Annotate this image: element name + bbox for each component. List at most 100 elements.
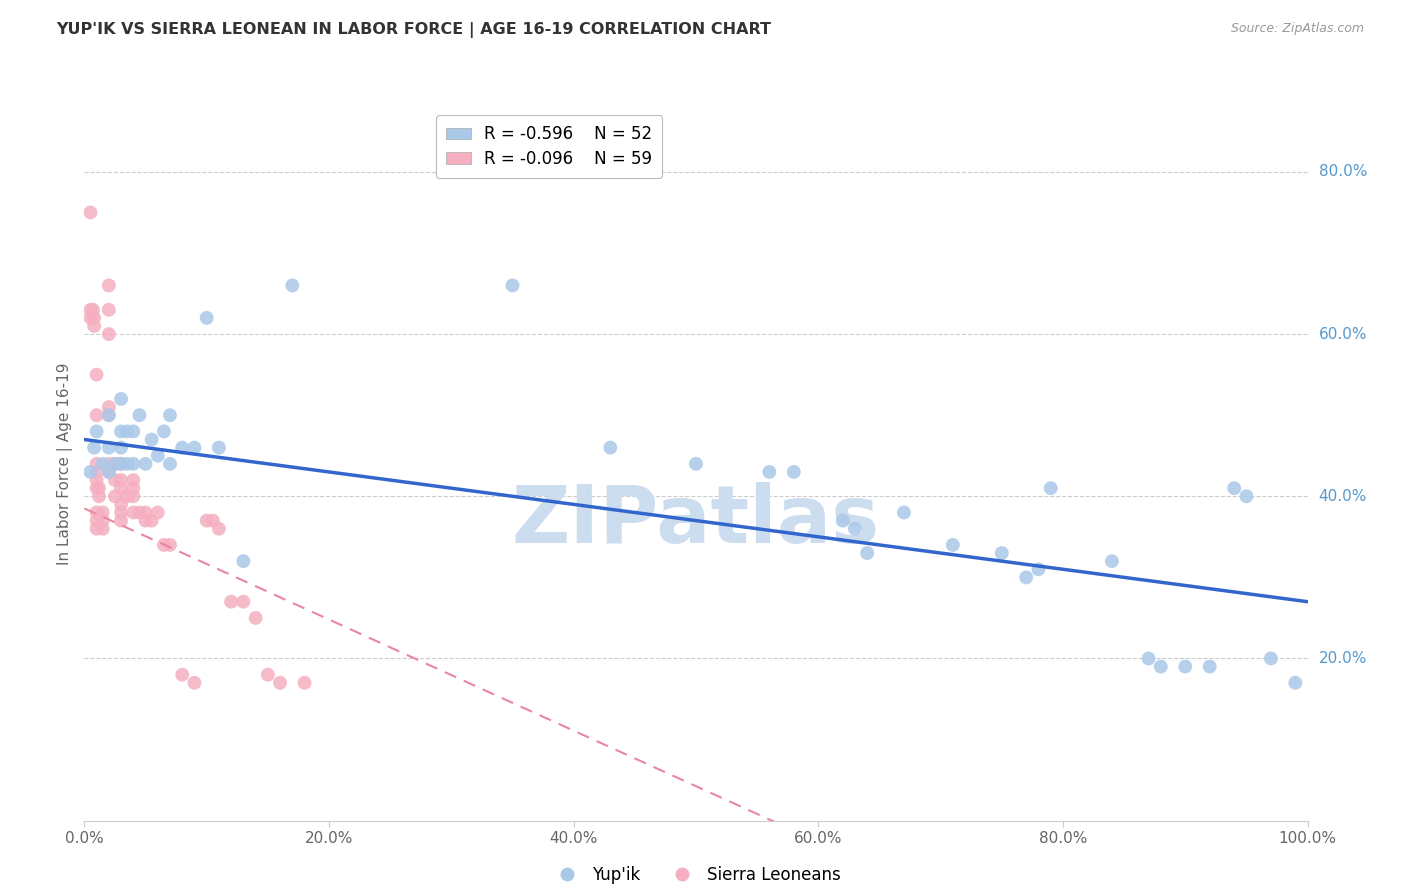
Point <box>110 441 132 455</box>
Text: 60.0%: 60.0% <box>1319 326 1367 342</box>
Point <box>110 457 132 471</box>
Point <box>86 408 108 422</box>
Point <box>97 408 120 422</box>
Point <box>97 465 120 479</box>
Point <box>115 489 138 503</box>
Point <box>82 302 104 317</box>
Point <box>97 465 120 479</box>
Point <box>942 538 965 552</box>
Point <box>201 514 224 528</box>
Point <box>86 465 108 479</box>
Point <box>599 441 621 455</box>
Point <box>257 667 280 681</box>
Point <box>115 425 138 439</box>
Point <box>86 481 108 495</box>
Point <box>115 457 138 471</box>
Point <box>232 554 254 568</box>
Point <box>97 408 120 422</box>
Point <box>97 302 120 317</box>
Point <box>135 506 157 520</box>
Point <box>232 595 254 609</box>
Point <box>122 481 145 495</box>
Point <box>97 441 120 455</box>
Point <box>1028 562 1050 576</box>
Point <box>86 514 108 528</box>
Point <box>97 327 120 342</box>
Point <box>281 278 304 293</box>
Text: YUP'IK VS SIERRA LEONEAN IN LABOR FORCE | AGE 16-19 CORRELATION CHART: YUP'IK VS SIERRA LEONEAN IN LABOR FORCE … <box>56 22 772 38</box>
Point <box>79 302 101 317</box>
Point <box>831 514 853 528</box>
Point <box>219 595 242 609</box>
Point <box>172 667 194 681</box>
Point <box>195 310 218 325</box>
Text: 20.0%: 20.0% <box>1319 651 1367 666</box>
Point <box>87 481 110 495</box>
Point <box>501 278 523 293</box>
Point <box>159 457 181 471</box>
Text: ZIPatlas: ZIPatlas <box>512 482 880 560</box>
Point <box>856 546 879 560</box>
Point <box>685 457 707 471</box>
Point <box>1150 659 1173 673</box>
Point <box>104 457 127 471</box>
Point <box>783 465 806 479</box>
Point <box>135 457 157 471</box>
Point <box>83 318 105 333</box>
Point <box>159 538 181 552</box>
Point <box>86 425 108 439</box>
Point <box>1234 489 1257 503</box>
Point <box>1260 651 1282 665</box>
Point <box>91 514 114 528</box>
Point <box>1198 659 1220 673</box>
Point <box>104 457 127 471</box>
Point <box>893 506 915 520</box>
Point <box>153 425 176 439</box>
Point <box>135 514 157 528</box>
Point <box>91 457 114 471</box>
Point <box>269 675 291 690</box>
Point <box>87 489 110 503</box>
Point <box>208 441 231 455</box>
Point <box>122 489 145 503</box>
Point <box>844 522 866 536</box>
Point <box>122 457 145 471</box>
Text: 80.0%: 80.0% <box>1319 164 1367 179</box>
Point <box>122 425 145 439</box>
Point <box>1137 651 1160 665</box>
Point <box>79 465 101 479</box>
Point <box>1223 481 1246 495</box>
Point <box>86 368 108 382</box>
Point <box>83 310 105 325</box>
Point <box>110 457 132 471</box>
Y-axis label: In Labor Force | Age 16-19: In Labor Force | Age 16-19 <box>58 362 73 566</box>
Point <box>153 538 176 552</box>
Point <box>122 506 145 520</box>
Point <box>128 506 150 520</box>
Point <box>79 310 101 325</box>
Text: Source: ZipAtlas.com: Source: ZipAtlas.com <box>1230 22 1364 36</box>
Point <box>758 465 780 479</box>
Point <box>79 205 101 219</box>
Point <box>104 489 127 503</box>
Point <box>122 473 145 487</box>
Text: 40.0%: 40.0% <box>1319 489 1367 504</box>
Point <box>1015 570 1038 584</box>
Point <box>146 506 169 520</box>
Point <box>1174 659 1197 673</box>
Point <box>183 675 205 690</box>
Point <box>172 441 194 455</box>
Point <box>195 514 218 528</box>
Point <box>97 400 120 414</box>
Point <box>141 514 163 528</box>
Point <box>110 497 132 511</box>
Point <box>110 506 132 520</box>
Point <box>183 441 205 455</box>
Point <box>110 425 132 439</box>
Point <box>91 522 114 536</box>
Point <box>110 514 132 528</box>
Point <box>110 392 132 406</box>
Point <box>86 473 108 487</box>
Point <box>128 408 150 422</box>
Point <box>83 441 105 455</box>
